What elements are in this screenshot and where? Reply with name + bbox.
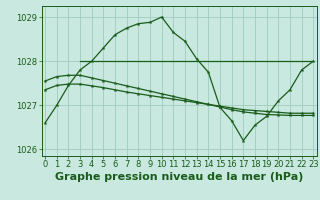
X-axis label: Graphe pression niveau de la mer (hPa): Graphe pression niveau de la mer (hPa) [55, 172, 303, 182]
